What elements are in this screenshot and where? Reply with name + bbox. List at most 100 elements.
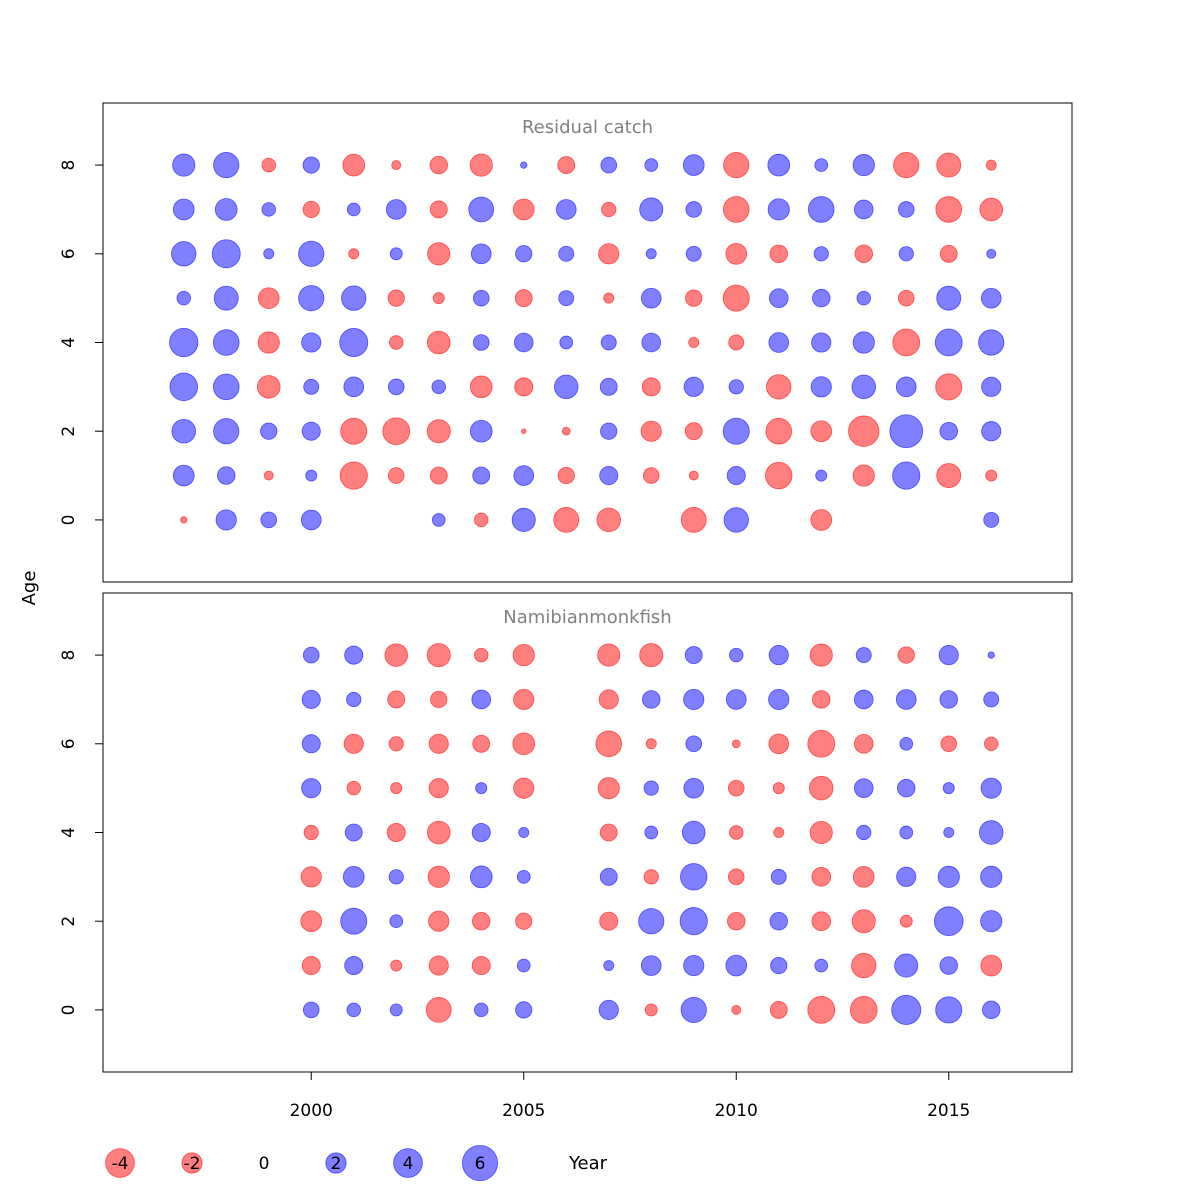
bubble [341, 285, 367, 311]
bubble [301, 689, 321, 709]
bubble [770, 868, 787, 885]
bubble [385, 199, 407, 220]
bubble [600, 156, 618, 174]
bubble [936, 285, 962, 311]
bubble [727, 779, 745, 797]
legend-item: 6 [461, 1144, 499, 1182]
bubble [514, 377, 534, 397]
bubble [598, 243, 620, 265]
bubble [263, 248, 275, 260]
bubble [684, 646, 703, 665]
bubble [851, 909, 876, 934]
legend-item: 0 [259, 1154, 270, 1174]
bubble [597, 777, 620, 800]
bubble [979, 197, 1004, 222]
bubbles [169, 152, 1005, 533]
bubble [469, 375, 493, 399]
bubble [810, 509, 833, 531]
bubble [982, 1000, 1001, 1020]
x-tick-label: 2000 [290, 1101, 333, 1121]
bubble [300, 509, 322, 531]
bubble [303, 378, 320, 395]
bubble [389, 247, 403, 261]
bubble [511, 507, 536, 532]
bubble [853, 689, 874, 710]
bubble [851, 374, 876, 400]
bubble [684, 422, 703, 441]
bubble [469, 153, 493, 177]
bubble [426, 820, 451, 845]
bubble [301, 332, 322, 353]
legend-label: 2 [331, 1154, 342, 1174]
panel-title: Residual catch [522, 117, 653, 138]
bubble [643, 780, 659, 796]
bubble [215, 509, 237, 531]
bubble [343, 376, 365, 398]
y-tick-label: 6 [59, 248, 79, 259]
bubble [427, 865, 450, 888]
bubble [172, 198, 195, 221]
y-tick-label: 8 [59, 160, 79, 171]
bubble [425, 997, 452, 1023]
bubble [300, 910, 323, 933]
bubble [305, 469, 318, 482]
bubble [474, 512, 489, 528]
bubble [987, 651, 995, 659]
chart-panels: Residual catch 0 2 4 6 8 Namibianmonkfish 0 2 4 6 8 [59, 102, 1073, 1073]
bubble [389, 1003, 403, 1017]
bubble [302, 646, 320, 664]
bubble [301, 734, 321, 754]
y-tick-label: 0 [59, 1004, 79, 1015]
bubble [685, 735, 703, 753]
bubble [985, 469, 998, 482]
y-tick-label: 6 [59, 738, 79, 749]
bubble [428, 955, 449, 976]
bubble [981, 376, 1002, 397]
bubble [211, 239, 241, 269]
bubble [811, 332, 832, 353]
bubble [599, 911, 619, 931]
bubble [472, 734, 491, 753]
bubble [685, 245, 702, 262]
bubble [601, 201, 617, 218]
bubble [940, 735, 958, 753]
bubble [346, 691, 362, 708]
bubble [344, 823, 363, 842]
bubble [892, 328, 921, 357]
bubble [983, 511, 1000, 528]
bubble [897, 201, 915, 218]
y-axis-label: Age [19, 571, 40, 606]
bubble [256, 375, 281, 399]
bubble [765, 417, 793, 445]
bubble [897, 778, 916, 798]
bubble [898, 246, 914, 262]
bubble [934, 328, 963, 357]
bubble [725, 954, 748, 977]
bubble [348, 248, 360, 260]
bubble [727, 868, 745, 886]
bubble [939, 244, 958, 263]
y-tick-label: 2 [59, 916, 79, 927]
bubble [257, 331, 280, 354]
bubble [472, 911, 491, 931]
bubble [895, 689, 917, 710]
bubble [391, 160, 402, 171]
bubble [985, 159, 997, 171]
bubble [213, 418, 240, 445]
bubble [426, 643, 451, 668]
bubble [766, 374, 792, 400]
bubble [727, 911, 746, 931]
panel-frame [102, 592, 1073, 1073]
bubble [899, 736, 914, 751]
bubble [682, 154, 705, 176]
bubble [428, 910, 450, 932]
bubble [680, 996, 707, 1023]
bubble [767, 153, 791, 177]
bubble [558, 245, 575, 262]
bubble [428, 778, 449, 799]
bubble [171, 418, 196, 444]
bubble [856, 824, 872, 841]
bubble [431, 513, 446, 527]
bubble [432, 292, 445, 305]
bubble [598, 999, 619, 1020]
